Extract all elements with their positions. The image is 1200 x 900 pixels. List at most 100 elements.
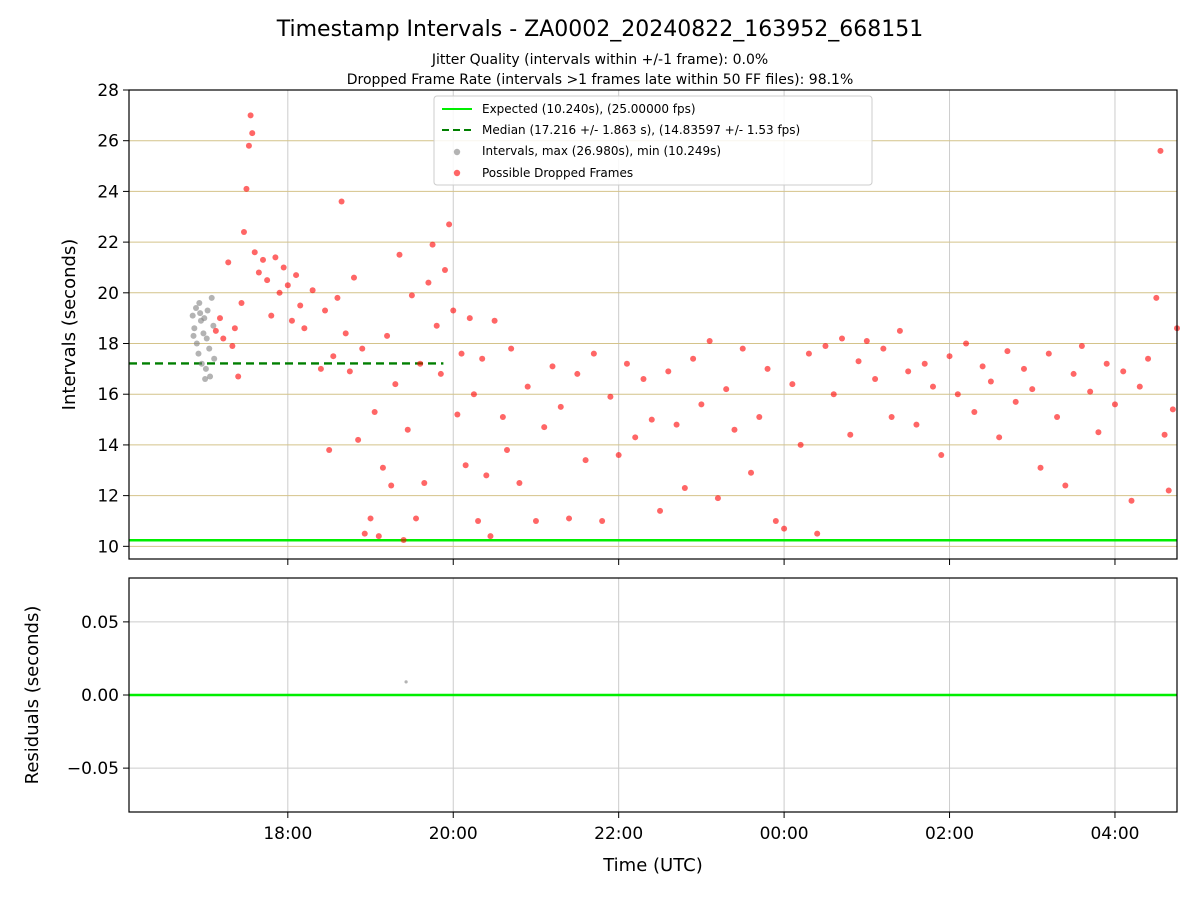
legend-intervals-swatch — [453, 148, 461, 156]
dropped-frame-point — [454, 411, 461, 418]
dropped-frame-point — [330, 353, 337, 360]
dropped-frame-point — [681, 485, 688, 492]
y-tick-label: −0.05 — [67, 759, 119, 779]
residuals-y-axis-label: Residuals (seconds) — [22, 606, 43, 785]
dropped-frame-point — [245, 142, 252, 149]
interval-point — [195, 350, 202, 357]
interval-point — [206, 345, 213, 352]
dropped-frame-point — [421, 479, 428, 486]
dropped-frame-point — [338, 198, 345, 205]
interval-point — [192, 305, 199, 312]
y-tick-label: 0.05 — [81, 613, 119, 633]
dropped-frame-point — [557, 403, 564, 410]
dropped-frame-point — [532, 517, 539, 524]
dropped-frame-point — [1037, 464, 1044, 471]
dropped-frame-point — [441, 266, 448, 273]
y-tick-label: 16 — [97, 385, 119, 405]
dropped-frame-point — [830, 391, 837, 398]
y-tick-label: 12 — [97, 487, 119, 507]
dropped-frame-point — [371, 408, 378, 415]
dropped-frame-point — [504, 446, 511, 453]
residuals-plot: 18:00 20:00 22:00 00:00 02:00 04:00 0.05 0.00 −0… — [22, 577, 1178, 876]
interval-point — [202, 376, 209, 383]
dropped-frame-point — [929, 383, 936, 390]
dropped-frame-point — [220, 335, 227, 342]
residuals-points — [404, 680, 408, 684]
dropped-frame-point — [615, 452, 622, 459]
dropped-frame-point — [1012, 398, 1019, 405]
dropped-frame-point — [1070, 370, 1077, 377]
x-tick-label: 18:00 — [263, 824, 312, 844]
dropped-frame-point — [408, 292, 415, 299]
interval-point — [198, 360, 205, 367]
dropped-frame-point — [1120, 368, 1127, 375]
dropped-frame-point — [1161, 431, 1168, 438]
x-tick-label: 20:00 — [429, 824, 478, 844]
legend-dropped-label: Possible Dropped Frames — [482, 166, 633, 180]
dropped-frame-point — [954, 391, 961, 398]
dropped-frame-point — [326, 446, 333, 453]
dropped-frame-point — [723, 386, 730, 393]
dropped-frame-point — [437, 370, 444, 377]
dropped-frame-point — [379, 464, 386, 471]
dropped-frame-point — [896, 327, 903, 334]
dropped-frame-point — [238, 299, 245, 306]
y-tick-label: 26 — [97, 132, 119, 152]
dropped-frame-point — [1062, 482, 1069, 489]
dropped-frame-point — [541, 424, 548, 431]
dropped-frame-point — [388, 482, 395, 489]
dropped-frame-point — [413, 515, 420, 522]
dropped-frame-point — [280, 264, 287, 271]
dropped-frame-point — [1153, 294, 1160, 301]
dropped-frame-point — [739, 345, 746, 352]
dropped-frame-point — [764, 365, 771, 372]
dropped-frame-point — [987, 378, 994, 385]
dropped-frame-point — [607, 393, 614, 400]
dropped-frame-point — [288, 317, 295, 324]
dropped-frame-point — [301, 325, 308, 332]
dropped-frame-point — [255, 269, 262, 276]
interval-point — [200, 330, 207, 337]
interval-point — [196, 299, 203, 306]
dropped-frame-point — [1103, 360, 1110, 367]
dropped-frame-point — [979, 363, 986, 370]
dropped-frame-point — [665, 368, 672, 375]
dropped-frame-point — [1020, 365, 1027, 372]
interval-point — [207, 373, 214, 380]
interval-point — [190, 332, 197, 339]
dropped-frame-point — [566, 515, 573, 522]
dropped-frame-point — [433, 322, 440, 329]
dropped-frame-point — [231, 325, 238, 332]
interval-point — [204, 307, 211, 314]
dropped-frame-point — [1054, 414, 1061, 421]
dropped-frame-point — [462, 462, 469, 469]
dropped-frame-point — [781, 525, 788, 532]
dropped-frame-point — [268, 312, 275, 319]
dropped-frame-point — [247, 112, 254, 119]
dropped-frame-point — [1004, 348, 1011, 355]
dropped-frame-point — [822, 343, 829, 350]
dropped-frame-point — [251, 249, 258, 256]
y-tick-label: 22 — [97, 233, 119, 253]
dropped-frame-point — [1169, 406, 1176, 413]
dropped-frame-point — [1045, 350, 1052, 357]
intervals-plot: 10 12 14 16 18 20 22 24 26 28 Intervals (seconds)… — [59, 81, 1180, 565]
dropped-frame-point — [938, 452, 945, 459]
dropped-frame-point — [623, 360, 630, 367]
dropped-frame-point — [240, 228, 247, 235]
dropped-frame-point — [756, 414, 763, 421]
dropped-frame-point — [487, 533, 494, 540]
dropped-frame-point — [1029, 386, 1036, 393]
legend-box — [433, 95, 873, 186]
dropped-frame-point — [458, 350, 465, 357]
dropped-frame-point — [640, 376, 647, 383]
figure-subtitle-jitter: Jitter Quality (intervals within +/-1 fr… — [431, 52, 768, 68]
dropped-frame-point — [797, 441, 804, 448]
dropped-frame-point — [297, 302, 304, 309]
dropped-frame-point — [429, 241, 436, 248]
dropped-frame-point — [524, 383, 531, 390]
intervals-grid — [129, 89, 1177, 559]
dropped-frame-point — [470, 391, 477, 398]
dropped-frame-point — [599, 517, 606, 524]
dropped-frame-point — [872, 376, 879, 383]
